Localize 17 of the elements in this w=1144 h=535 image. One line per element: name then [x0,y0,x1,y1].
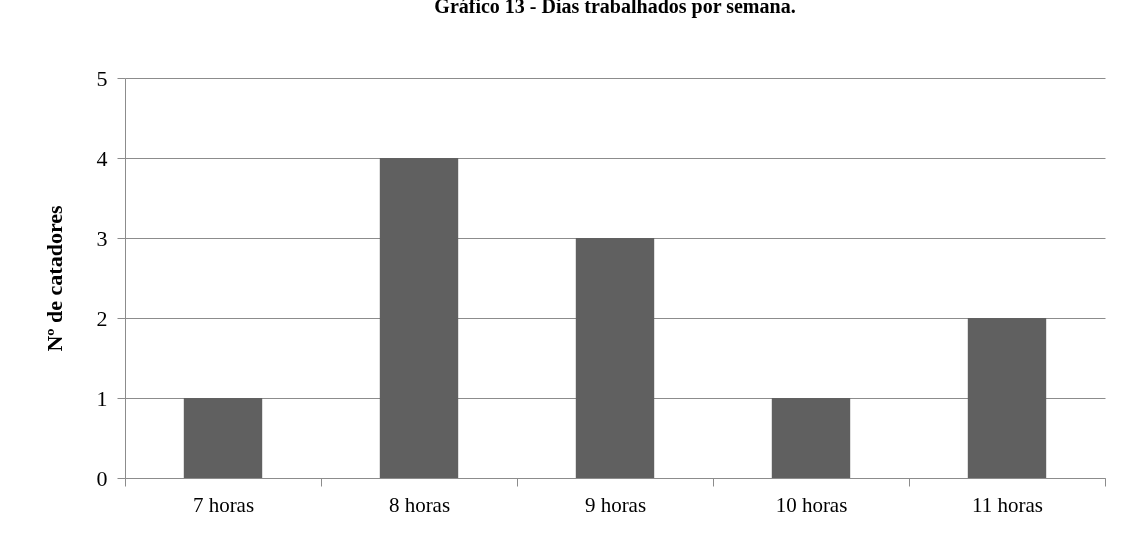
y-tick-label: 2 [96,305,108,331]
bar [771,398,851,478]
y-tick-label: 5 [96,65,108,91]
y-tick-label: 0 [96,465,108,491]
x-tick-label: 8 horas [388,492,451,517]
bar [967,318,1047,478]
x-tick-label: 11 horas [972,492,1043,517]
y-tick-label: 1 [96,385,108,411]
x-tick-label: 9 horas [584,492,647,517]
bar [379,158,459,478]
bar [183,398,263,478]
bar [575,238,655,478]
y-tick-label: 3 [96,225,108,251]
x-tick-label: 10 horas [775,492,848,517]
y-axis-title: Nº de catadores [41,204,67,352]
y-tick-label: 4 [96,145,108,171]
x-tick-label: 7 horas [192,492,255,517]
